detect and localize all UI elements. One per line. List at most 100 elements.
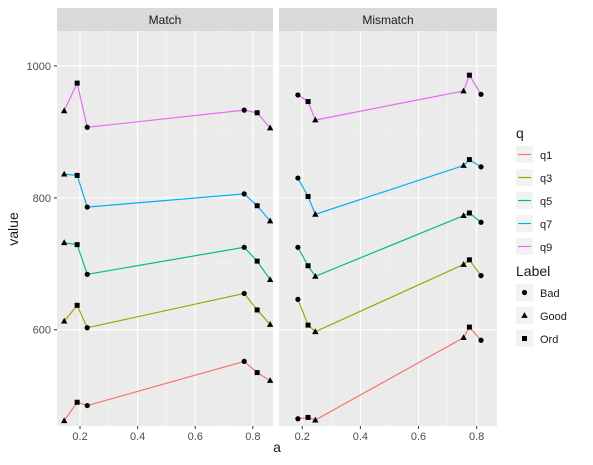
panel-match	[57, 31, 273, 426]
series-mismatch-q7	[295, 157, 484, 217]
x-axis-title: a	[273, 439, 281, 455]
data-point-ord	[466, 210, 472, 216]
data-point-good	[266, 124, 274, 131]
series-match-q1	[61, 358, 274, 424]
data-point-bad	[84, 402, 90, 409]
data-point-good	[266, 217, 274, 224]
data-point-bad	[295, 244, 301, 250]
data-point-bad	[241, 290, 247, 297]
data-point-good	[61, 170, 68, 177]
data-point-ord	[305, 322, 311, 328]
data-point-bad	[478, 273, 484, 279]
data-point-ord	[305, 194, 311, 200]
data-point-bad	[295, 416, 301, 422]
data-point-ord	[466, 324, 472, 330]
legend-label-bad: Bad	[540, 288, 560, 300]
data-point-ord	[74, 172, 80, 178]
data-point-bad	[84, 325, 90, 331]
facet-strip-mismatch	[279, 8, 497, 31]
data-point-good	[312, 416, 319, 423]
data-point-bad	[478, 219, 484, 225]
data-point-ord	[74, 242, 80, 248]
series-match-q9	[61, 80, 274, 131]
legend-q-title: q	[516, 125, 524, 141]
legend-label-q9: q9	[540, 242, 552, 254]
facet-label-mismatch: Mismatch	[362, 13, 413, 27]
data-point-bad	[295, 175, 301, 181]
series-line-q3	[297, 258, 482, 333]
data-point-good	[312, 116, 319, 123]
legend-label-title: Label	[516, 263, 550, 279]
data-point-ord	[254, 258, 260, 264]
legend-key-circle-icon	[521, 289, 528, 296]
x-tick-label-mismatch: 0.8	[469, 431, 484, 443]
facet-strip-match	[57, 8, 273, 31]
data-point-bad	[241, 358, 247, 364]
x-tick-label-mismatch: 0.4	[353, 431, 368, 443]
x-tick-label-match: 0.2	[72, 431, 87, 443]
x-tick-label-match: 0.6	[188, 431, 203, 443]
y-tick-label: 800	[33, 193, 51, 205]
data-point-ord	[254, 370, 260, 376]
x-tick-label-match: 0.8	[245, 431, 260, 443]
x-tick-label-match: 0.4	[130, 431, 145, 443]
series-mismatch-q1	[295, 324, 484, 423]
legend-label-good: Good	[540, 311, 567, 323]
data-point-good	[460, 334, 467, 341]
data-point-ord	[305, 414, 311, 420]
data-point-ord	[74, 80, 80, 86]
legend-label-q3: q3	[540, 173, 552, 185]
data-point-ord	[466, 72, 472, 78]
data-point-good	[61, 239, 68, 246]
data-point-bad	[241, 191, 247, 197]
data-point-bad	[241, 244, 247, 250]
data-point-ord	[466, 157, 472, 163]
data-point-good	[312, 328, 319, 335]
data-point-good	[460, 162, 467, 168]
data-point-bad	[295, 296, 301, 302]
axes: 0.2 0.4 0.6 0.8 0.2 0.4 0.6 0.8 600 800 1000	[27, 61, 485, 443]
data-point-ord	[74, 302, 80, 308]
series-match-q7	[61, 170, 274, 224]
data-point-ord	[254, 203, 260, 209]
data-point-good	[61, 417, 68, 424]
data-point-bad	[84, 271, 90, 277]
data-point-good	[61, 107, 68, 114]
data-point-ord	[305, 263, 311, 269]
data-point-bad	[478, 91, 484, 97]
series-match-q3	[61, 290, 274, 331]
series-mismatch-q3	[295, 257, 484, 335]
facet-label-match: Match	[149, 13, 182, 27]
y-tick-label: 600	[33, 325, 51, 337]
series	[61, 72, 484, 424]
data-point-good	[61, 317, 68, 324]
data-point-good	[266, 377, 274, 383]
data-point-good	[312, 210, 319, 217]
legend-key-square-icon	[522, 336, 527, 341]
data-point-good	[312, 272, 319, 279]
legend-key-triangle-icon	[521, 312, 528, 318]
data-point-good	[460, 87, 467, 94]
y-axis-title: value	[5, 212, 21, 246]
data-point-bad	[295, 92, 301, 98]
x-tick-label-mismatch: 0.6	[411, 431, 426, 443]
data-point-ord	[305, 99, 311, 105]
data-point-good	[266, 321, 274, 327]
data-point-bad	[84, 124, 90, 130]
series-line-q9	[63, 81, 271, 129]
legend-label-q7: q7	[540, 219, 552, 231]
x-tick-label-mismatch: 0.2	[295, 431, 310, 443]
panel-mismatch	[279, 31, 497, 426]
data-point-bad	[241, 107, 247, 113]
data-point-ord	[254, 110, 260, 116]
data-point-bad	[478, 164, 484, 170]
y-tick-label: 1000	[27, 61, 51, 73]
data-point-good	[266, 276, 274, 283]
data-point-bad	[478, 337, 484, 343]
series-mismatch-q5	[295, 210, 484, 279]
data-point-ord	[74, 399, 80, 405]
data-point-ord	[254, 307, 260, 313]
data-point-good	[460, 212, 467, 219]
